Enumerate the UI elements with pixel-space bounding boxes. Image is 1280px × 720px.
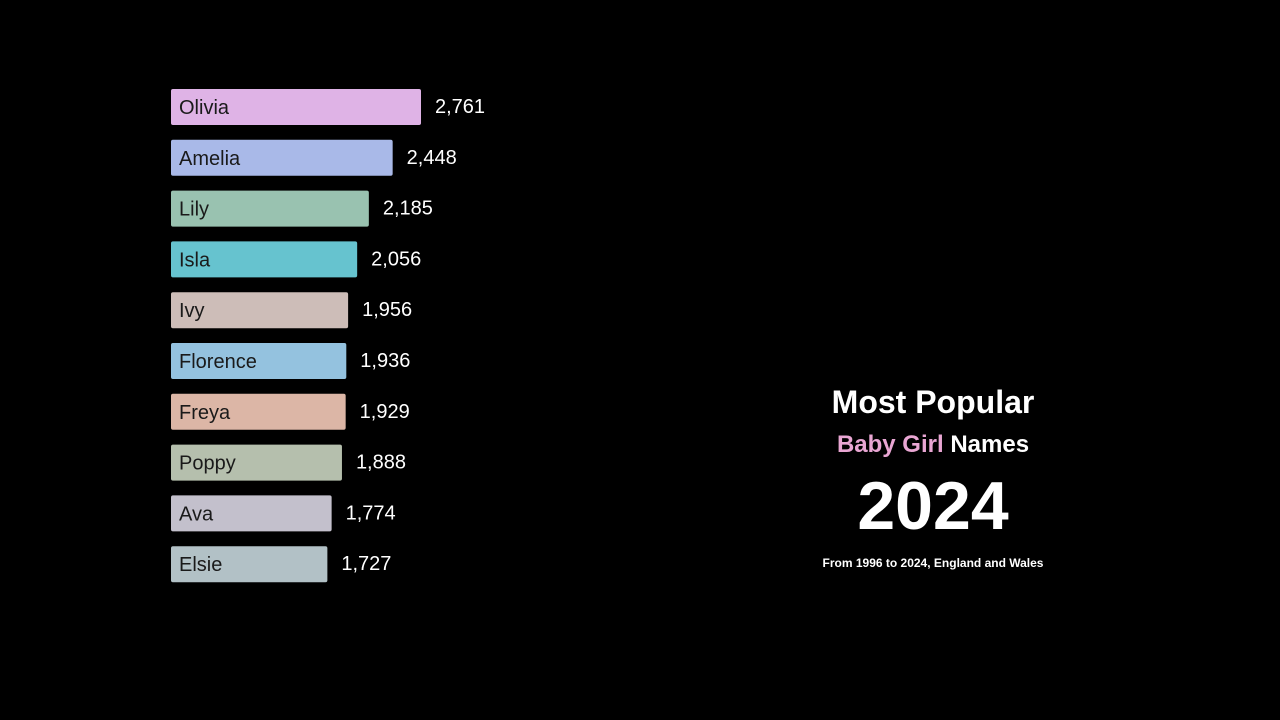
value-label-amelia: 2,448: [407, 147, 457, 169]
bar-olivia: [171, 89, 421, 125]
bar-elsie: [171, 546, 328, 583]
value-label-lily: 2,185: [383, 198, 433, 220]
value-label-florence: 1,936: [360, 350, 410, 372]
bar-ava: [171, 495, 332, 532]
bar-label-freya: Freya: [179, 402, 231, 424]
bar-label-amelia: Amelia: [179, 148, 241, 170]
value-label-poppy: 1,888: [356, 452, 406, 474]
chart-title-line2: Baby Girl Names: [733, 424, 1133, 466]
title-accent: Baby Girl: [836, 431, 944, 458]
value-label-isla: 2,056: [371, 248, 421, 270]
bar-lily: [171, 190, 369, 227]
bar-label-poppy: Poppy: [179, 453, 236, 475]
bar-ivy: [171, 292, 349, 329]
bar-isla: [171, 241, 358, 278]
chart-title: Most Popular: [831, 384, 1035, 420]
title-rest: Names: [943, 431, 1030, 458]
bar-poppy: [171, 444, 342, 481]
bar-freya: [171, 393, 346, 430]
value-label-elsie: 1,727: [341, 553, 391, 575]
title-block: Most Popular Baby Girl Names 2024 From 1…: [733, 380, 1133, 572]
bar-chart: Olivia 2,761 Amelia 2,448 Lily 2,185 Isla 2,056…: [171, 89, 485, 583]
bar-label-ava: Ava: [179, 503, 214, 525]
value-label-freya: 1,929: [360, 401, 410, 423]
bar-florence: [171, 343, 347, 379]
bar-label-isla: Isla: [179, 249, 211, 271]
year-label: 2024: [857, 468, 1009, 544]
bar-amelia: [171, 139, 393, 176]
bar-label-florence: Florence: [179, 351, 257, 373]
value-label-ivy: 1,956: [362, 299, 412, 321]
bar-label-lily: Lily: [179, 199, 209, 221]
bar-label-elsie: Elsie: [179, 554, 222, 576]
value-label-olivia: 2,761: [435, 96, 485, 118]
value-label-ava: 1,774: [346, 502, 396, 524]
bar-label-olivia: Olivia: [179, 97, 230, 119]
bar-label-ivy: Ivy: [179, 300, 205, 322]
chart-subtitle: From 1996 to 2024, England and Wales: [822, 556, 1044, 570]
